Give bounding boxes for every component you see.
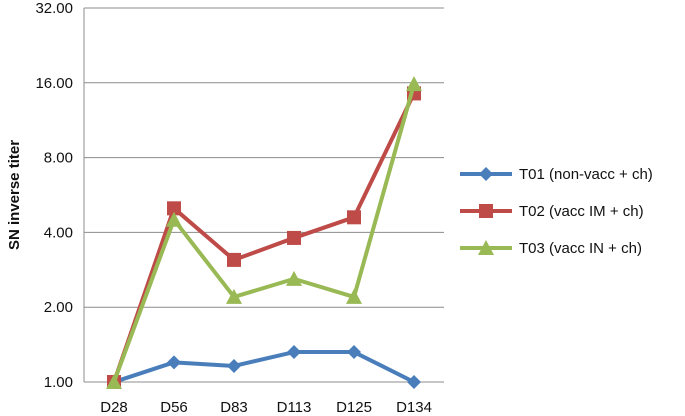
- data-point: [166, 211, 182, 227]
- series-3: [106, 76, 422, 389]
- series-line: [113, 350, 415, 384]
- legend-label: T02 (vacc IM + ch): [519, 203, 644, 220]
- y-tick-label: 32.00: [35, 0, 73, 17]
- legend-label: T01 (non-vacc + ch): [519, 166, 653, 183]
- data-point: [407, 375, 421, 389]
- gridlines: [84, 7, 444, 383]
- y-tick-label: 16.00: [35, 75, 73, 92]
- series-2: [107, 86, 421, 389]
- x-axis-tick-labels: D28 D56 D83 D113 D125 D134: [100, 399, 432, 416]
- legend-marker: [479, 204, 493, 218]
- data-point: [227, 252, 241, 267]
- data-point: [406, 76, 422, 92]
- x-tick-label: D134: [396, 399, 432, 416]
- legend-entry: T03 (vacc IN + ch): [460, 240, 642, 257]
- legend: T01 (non-vacc + ch) T02 (vacc IM + ch) T03…: [460, 166, 653, 257]
- data-series: [106, 76, 422, 389]
- legend-label: T03 (vacc IN + ch): [519, 240, 642, 257]
- x-tick-label: D125: [336, 399, 372, 416]
- data-point: [347, 210, 361, 225]
- data-point: [347, 345, 361, 360]
- data-point: [287, 230, 301, 245]
- y-tick-label: 8.00: [44, 150, 73, 167]
- y-tick-label: 4.00: [44, 224, 73, 241]
- legend-entry: T02 (vacc IM + ch): [460, 203, 644, 220]
- data-point: [167, 355, 181, 370]
- x-tick-label: D28: [100, 399, 128, 416]
- legend-marker: [478, 240, 494, 255]
- data-point: [106, 374, 122, 389]
- y-axis-label: SN inverse titer: [6, 140, 23, 250]
- data-point: [287, 345, 301, 360]
- legend-entry: T01 (non-vacc + ch): [460, 166, 653, 183]
- y-tick-label: 2.00: [44, 299, 73, 316]
- x-tick-label: D113: [277, 399, 312, 416]
- data-point: [227, 358, 241, 373]
- data-point: [226, 288, 242, 304]
- x-tick-label: D56: [160, 399, 188, 416]
- data-point: [346, 288, 362, 304]
- x-tick-label: D83: [220, 399, 248, 416]
- data-point: [167, 201, 181, 216]
- series-1: [107, 345, 421, 389]
- y-tick-label: 1.00: [44, 374, 73, 391]
- data-point: [286, 270, 302, 286]
- series-line: [112, 92, 416, 383]
- legend-marker: [479, 167, 493, 181]
- y-axis-tick-labels: 1.00 2.00 4.00 8.00 16.00 32.00: [35, 0, 73, 391]
- series-line: [112, 83, 416, 383]
